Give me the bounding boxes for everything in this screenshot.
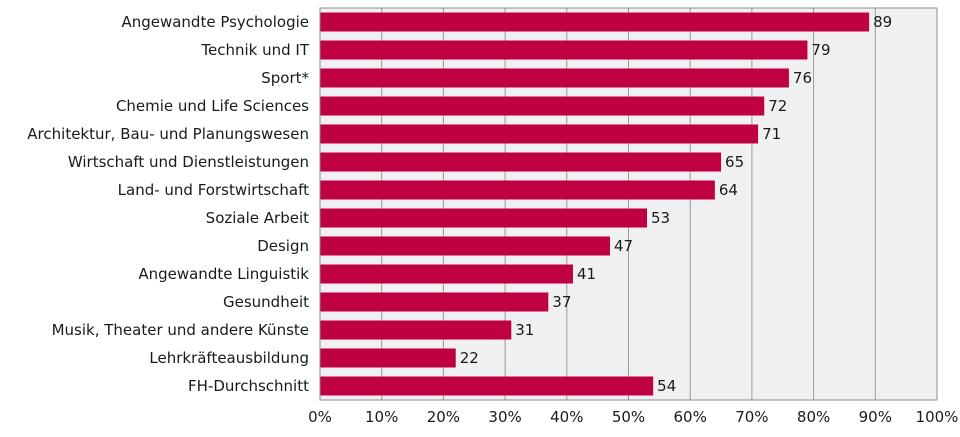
bar xyxy=(320,376,654,396)
bar xyxy=(320,264,573,284)
bar-value-label: 31 xyxy=(515,321,534,339)
bar xyxy=(320,96,765,116)
x-tick-label: 80% xyxy=(797,408,830,426)
bar-value-label: 65 xyxy=(725,153,744,171)
value-labels: 89 79 76 72 71 65 64 53 47 41 37 31 22 54 xyxy=(460,13,892,395)
bar-value-label: 37 xyxy=(552,293,571,311)
category-label: Soziale Arbeit xyxy=(206,209,309,227)
category-label: Gesundheit xyxy=(223,293,309,311)
x-tick-label: 10% xyxy=(365,408,398,426)
category-label: Angewandte Linguistik xyxy=(138,265,309,283)
bar-value-label: 71 xyxy=(762,125,781,143)
bar-value-label: 54 xyxy=(657,377,676,395)
category-label: Technik und IT xyxy=(200,41,309,59)
bar-value-label: 41 xyxy=(577,265,596,283)
category-label: Design xyxy=(257,237,309,255)
bar-value-label: 47 xyxy=(614,237,633,255)
bar-value-label: 72 xyxy=(768,97,787,115)
category-label: FH-Durchschnitt xyxy=(188,377,309,395)
x-tick-label: 20% xyxy=(427,408,460,426)
category-label: Angewandte Psychologie xyxy=(121,13,309,31)
bar-value-label: 89 xyxy=(873,13,892,31)
bar xyxy=(320,348,456,368)
bar xyxy=(320,12,870,32)
category-label: Architektur, Bau- und Planungswesen xyxy=(27,125,309,143)
category-label: Sport* xyxy=(261,69,309,87)
x-tick-label: 30% xyxy=(488,408,521,426)
category-label: Land- und Forstwirtschaft xyxy=(118,181,309,199)
category-label: Musik, Theater und andere Künste xyxy=(52,321,309,339)
bars xyxy=(320,12,870,396)
bar xyxy=(320,40,808,60)
x-tick-label: 100% xyxy=(916,408,959,426)
bar xyxy=(320,124,759,144)
x-tick-label: 50% xyxy=(612,408,645,426)
category-labels: Angewandte Psychologie Technik und IT Spor… xyxy=(27,13,310,395)
x-tick-label: 60% xyxy=(674,408,707,426)
bar-value-label: 53 xyxy=(651,209,670,227)
category-label: Lehrkräfteausbildung xyxy=(149,349,309,367)
bar xyxy=(320,208,648,228)
bar xyxy=(320,68,789,88)
bar xyxy=(320,180,715,200)
bar xyxy=(320,320,512,340)
x-tick-label: 70% xyxy=(735,408,768,426)
bar-value-label: 22 xyxy=(460,349,479,367)
bar xyxy=(320,236,610,256)
x-tick-label: 0% xyxy=(308,408,332,426)
x-axis-tick-labels: 0% 10% 20% 30% 40% 50% 60% 70% 80% 90% 100% xyxy=(308,408,958,426)
bar-value-label: 64 xyxy=(719,181,738,199)
bar-value-label: 76 xyxy=(793,69,812,87)
plot-frame xyxy=(319,7,938,401)
category-label: Chemie und Life Sciences xyxy=(116,97,309,115)
x-tick-label: 90% xyxy=(859,408,892,426)
x-tick-label: 40% xyxy=(550,408,583,426)
bar xyxy=(320,292,549,312)
bar xyxy=(320,152,722,172)
bar-value-label: 79 xyxy=(811,41,830,59)
category-label: Wirtschaft und Dienstleistungen xyxy=(68,153,309,171)
